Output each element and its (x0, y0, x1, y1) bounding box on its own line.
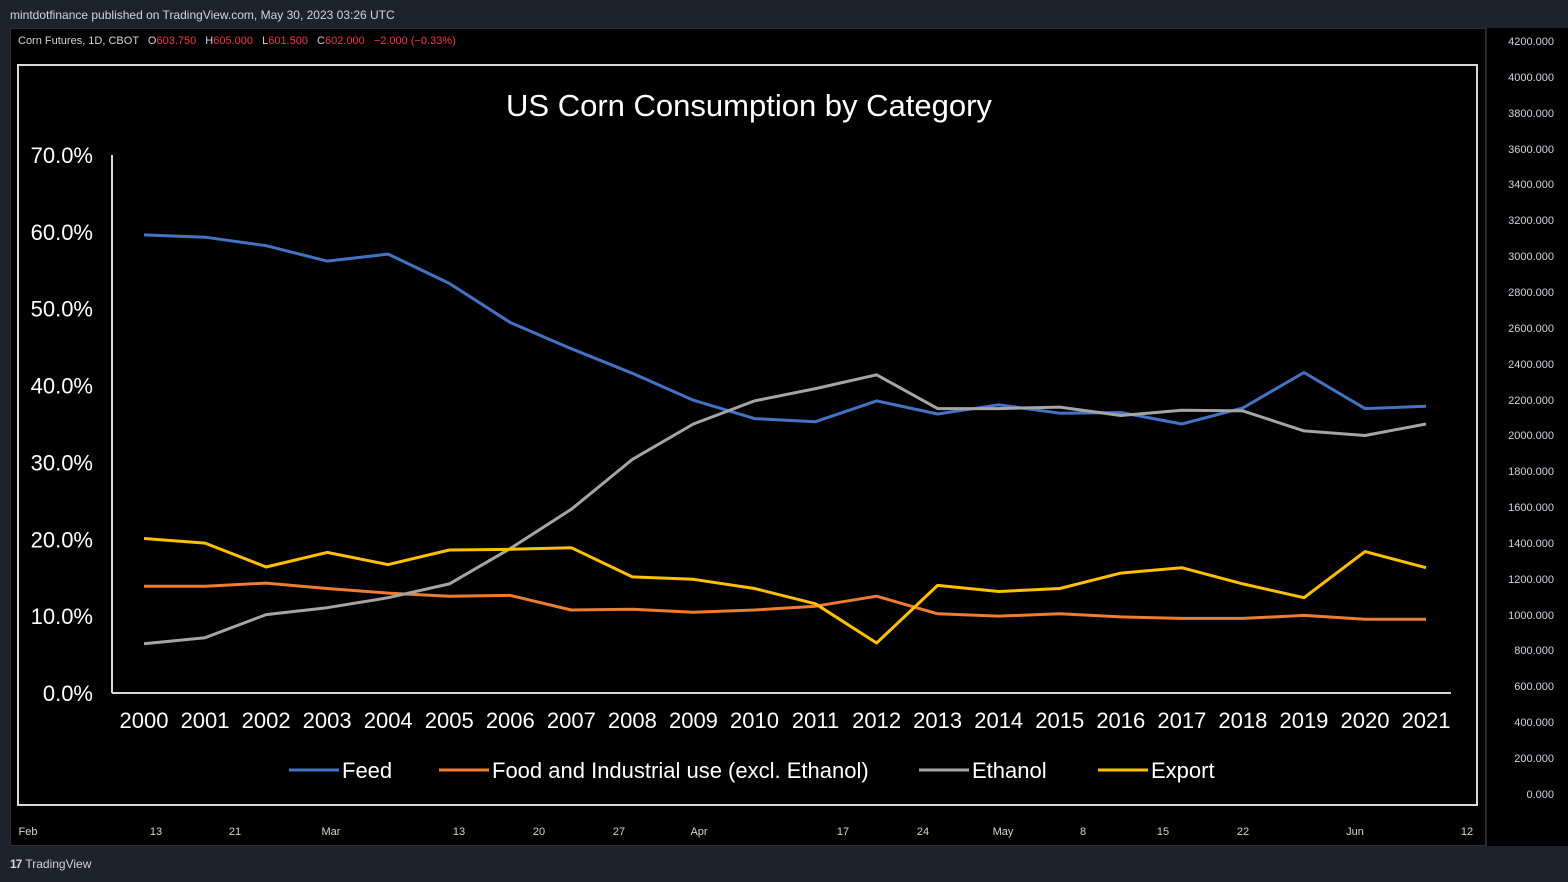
price-axis-tick: 2000.000 (1508, 430, 1554, 443)
low-label: L (262, 35, 269, 47)
x-tick-label: 2014 (974, 708, 1023, 733)
high-label: H (205, 35, 214, 47)
tradingview-logo-icon[interactable]: 17 (10, 857, 22, 871)
high-value: 605.000 (213, 35, 254, 47)
x-tick-label: 2019 (1279, 708, 1328, 733)
time-axis-tick: Jun (1346, 826, 1364, 838)
price-axis-tick: 4200.000 (1508, 36, 1554, 48)
price-axis-tick: 1200.000 (1508, 573, 1554, 586)
symbol-name[interactable]: Corn Futures, 1D, CBOT (18, 35, 139, 47)
series-line-feed (143, 233, 1427, 426)
x-tick-label: 2016 (1096, 708, 1145, 733)
open-label: O (147, 35, 157, 47)
x-tick-label: 2005 (425, 708, 474, 733)
time-axis-tick: 12 (1460, 826, 1474, 838)
y-axis-labels: 0.0% 10.0% 20.0% 30.0% 40.0% 50.0% 60.0% 70.0% (31, 143, 93, 706)
price-axis-tick: 200.000 (1514, 753, 1554, 765)
price-axis-tick: 3200.000 (1508, 215, 1554, 228)
embedded-chart-image: US Corn Consumption by Category 0.0% 10.0… (17, 64, 1478, 806)
x-tick-label: 2001 (181, 708, 230, 733)
x-tick-label: 2006 (486, 708, 535, 733)
x-axis-labels: 2000 2001 2002 2003 2004 2005 2006 2007 2008 2009… (120, 708, 1451, 733)
chart-legend: Feed Food and Industrial use (excl. Ethan… (289, 758, 1215, 783)
price-axis-tick: 1400.000 (1508, 537, 1554, 550)
price-axis-tick: 2600.000 (1508, 322, 1554, 335)
price-axis-tick: 2800.000 (1508, 286, 1554, 299)
time-axis-tick: 22 (1236, 826, 1250, 838)
x-tick-label: 2007 (547, 708, 596, 733)
time-axis-tick: 24 (916, 826, 930, 838)
price-axis-tick: 1600.000 (1508, 502, 1554, 515)
x-tick-label: 2008 (608, 708, 657, 733)
time-axis-tick: May (992, 826, 1014, 838)
time-axis-tick: 15 (1156, 826, 1170, 838)
symbol-legend: Corn Futures, 1D, CBOT O603.750 H605.000… (18, 35, 456, 47)
time-axis-tick: 21 (228, 826, 242, 838)
legend-label: Food and Industrial use (excl. Ethanol) (492, 758, 869, 783)
price-axis-tick: 1800.000 (1508, 466, 1554, 479)
x-tick-label: 2021 (1402, 708, 1451, 733)
price-axis-tick: 600.000 (1514, 681, 1554, 694)
price-axis-tick: 3800.000 (1508, 107, 1554, 120)
x-tick-label: 2002 (242, 708, 291, 733)
series-line-ethanol (143, 373, 1427, 646)
y-tick-label: 70.0% (31, 143, 93, 168)
price-axis-tick: 400.000 (1514, 717, 1554, 730)
x-tick-label: 2017 (1157, 708, 1206, 733)
price-axis-tick: 3400.000 (1508, 179, 1554, 192)
series-line-food (144, 581, 1426, 621)
series-lines (143, 233, 1427, 646)
time-axis-tick: 27 (612, 826, 626, 838)
x-tick-label: 2018 (1218, 708, 1267, 733)
change-value: −2.000 (−0.33%) (373, 35, 456, 47)
price-axis-tick: 3000.000 (1508, 251, 1554, 264)
open-value: 603.750 (156, 35, 197, 47)
published-by-header: mintdotfinance published on TradingView.… (10, 8, 395, 22)
time-axis-tick: 8 (1079, 826, 1087, 838)
close-value: 602.000 (324, 35, 365, 47)
y-tick-label: 10.0% (31, 604, 93, 629)
x-tick-label: 2009 (669, 708, 718, 733)
x-tick-label: 2004 (364, 708, 413, 733)
time-axis-tick: 20 (532, 826, 546, 838)
price-axis-tick: 2200.000 (1508, 394, 1554, 407)
price-axis-tick: 0.000 (1526, 788, 1554, 801)
time-axis-tick: 13 (149, 826, 163, 838)
footer: 17 TradingView (10, 857, 91, 871)
y-tick-label: 30.0% (31, 450, 93, 475)
series-line-export (143, 537, 1427, 645)
price-axis-tick: 800.000 (1514, 645, 1554, 658)
x-tick-label: 2020 (1341, 708, 1390, 733)
price-axis-tick: 4000.000 (1508, 71, 1554, 84)
y-tick-label: 40.0% (31, 374, 93, 399)
x-tick-label: 2013 (913, 708, 962, 733)
legend-label: Feed (342, 758, 392, 783)
chart-title: US Corn Consumption by Category (506, 88, 992, 123)
x-tick-label: 2003 (303, 708, 352, 733)
legend-label: Export (1151, 758, 1215, 783)
y-tick-label: 50.0% (31, 297, 93, 322)
low-value: 601.500 (268, 35, 308, 47)
time-axis-tick: 13 (452, 826, 466, 838)
time-axis-tick: Feb (18, 826, 38, 838)
y-tick-label: 20.0% (31, 527, 93, 552)
legend-label: Ethanol (972, 758, 1047, 783)
price-axis-tick: 3600.000 (1508, 143, 1554, 156)
y-tick-label: 60.0% (31, 220, 93, 245)
x-tick-label: 2011 (792, 708, 839, 733)
x-tick-label: 2015 (1035, 708, 1084, 733)
price-axis-tick: 2400.000 (1508, 358, 1554, 371)
time-axis-tick: Apr (690, 826, 708, 838)
time-axis-tick: 17 (836, 826, 850, 838)
price-axis[interactable]: 4200.000 4000.000 3800.000 3600.000 3400.000… (1487, 28, 1568, 846)
x-tick-label: 2010 (730, 708, 779, 733)
x-tick-label: 2000 (120, 708, 169, 733)
y-tick-label: 0.0% (43, 681, 93, 706)
price-axis-tick: 1000.000 (1508, 609, 1554, 622)
close-label: C (317, 35, 325, 47)
corn-consumption-chart: US Corn Consumption by Category 0.0% 10.0… (31, 88, 1451, 783)
x-tick-label: 2012 (852, 708, 901, 733)
time-axis-tick: Mar (321, 826, 341, 838)
tradingview-brand[interactable]: TradingView (25, 857, 92, 871)
